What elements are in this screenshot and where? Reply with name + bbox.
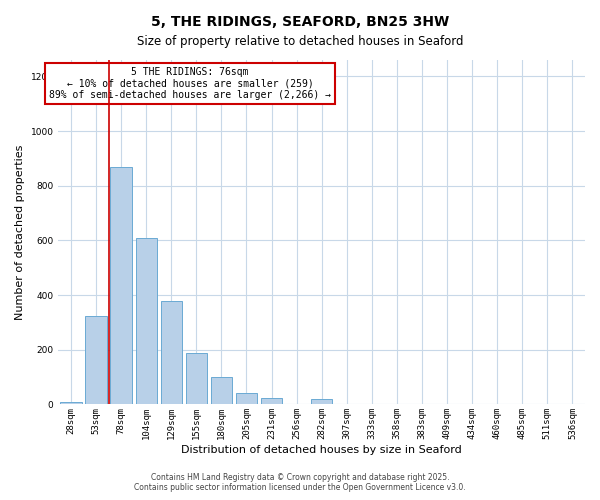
Bar [161, 301, 182, 405]
Y-axis label: Number of detached properties: Number of detached properties [15, 144, 25, 320]
Bar [211, 377, 232, 404]
Bar [185, 354, 207, 405]
Bar [85, 316, 107, 404]
Bar [136, 238, 157, 404]
Bar [236, 392, 257, 404]
Bar [261, 398, 282, 404]
Text: 5 THE RIDINGS: 76sqm
← 10% of detached houses are smaller (259)
89% of semi-deta: 5 THE RIDINGS: 76sqm ← 10% of detached h… [49, 67, 331, 100]
Text: Contains HM Land Registry data © Crown copyright and database right 2025.
Contai: Contains HM Land Registry data © Crown c… [134, 473, 466, 492]
X-axis label: Distribution of detached houses by size in Seaford: Distribution of detached houses by size … [181, 445, 462, 455]
Text: 5, THE RIDINGS, SEAFORD, BN25 3HW: 5, THE RIDINGS, SEAFORD, BN25 3HW [151, 15, 449, 29]
Bar [60, 402, 82, 404]
Bar [311, 400, 332, 404]
Bar [110, 167, 132, 404]
Text: Size of property relative to detached houses in Seaford: Size of property relative to detached ho… [137, 35, 463, 48]
